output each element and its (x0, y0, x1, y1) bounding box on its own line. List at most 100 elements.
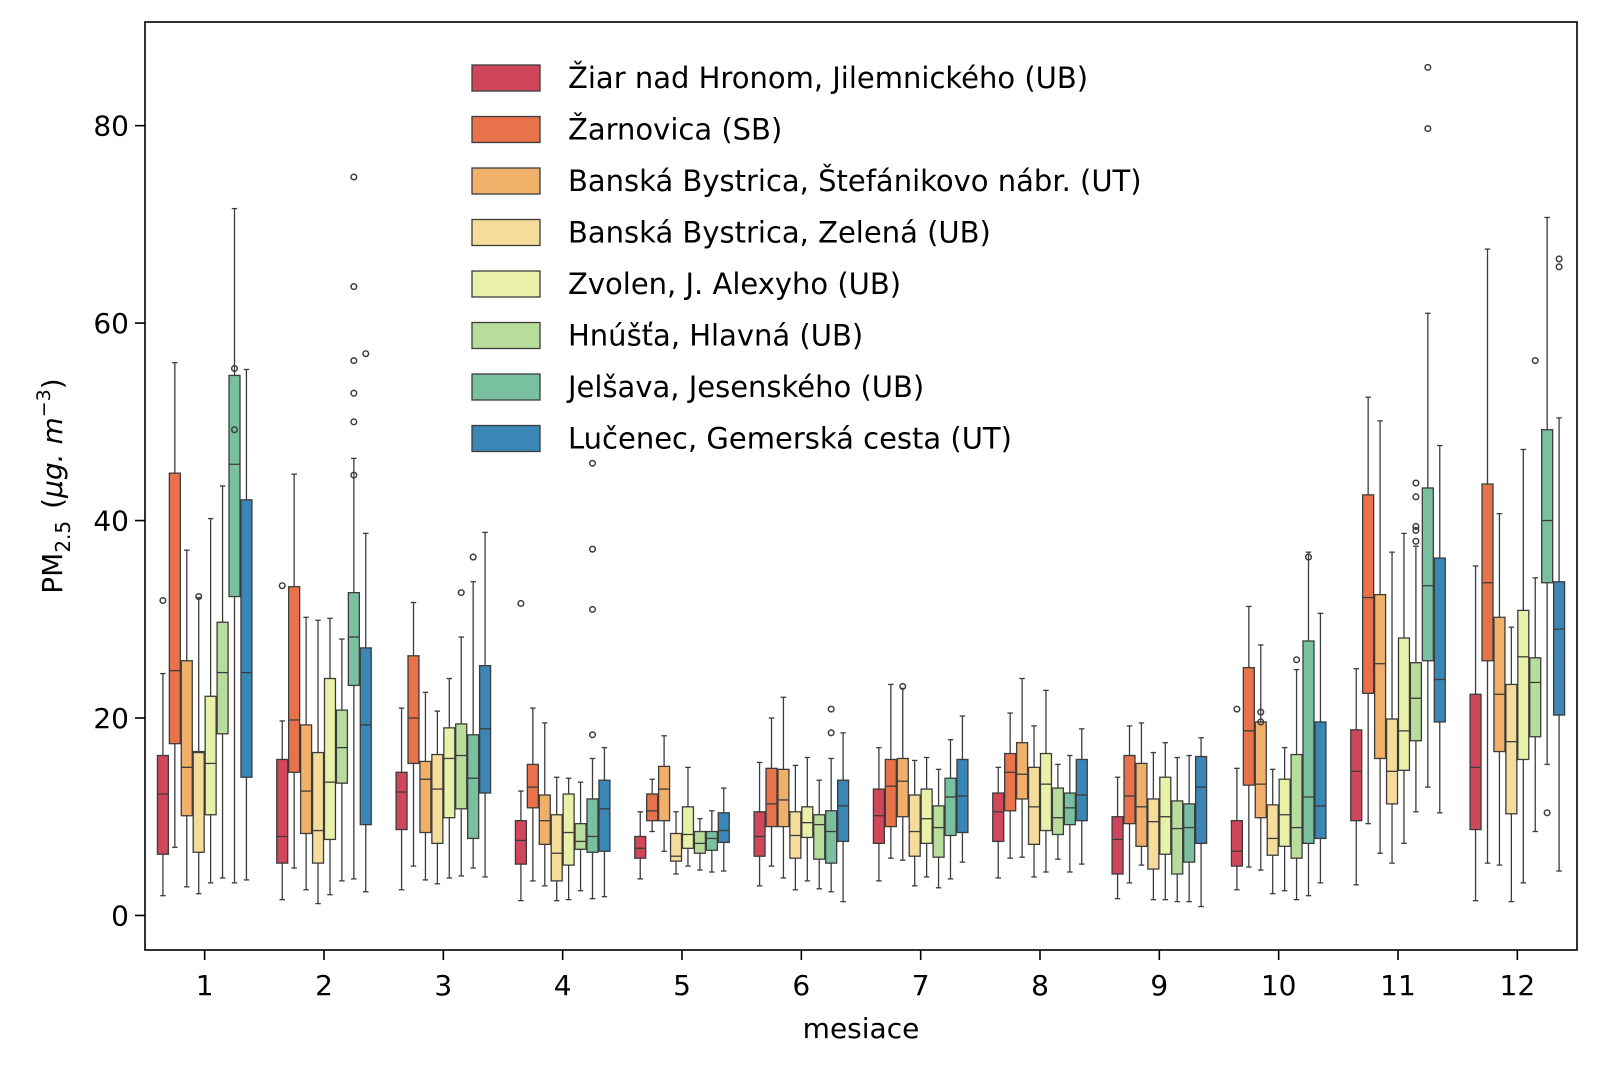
box-iqr (1350, 729, 1363, 822)
y-axis: 0 20 40 60 80 (93, 110, 145, 932)
box-iqr (1230, 820, 1244, 867)
box-iqr (335, 709, 349, 784)
outlier-point (195, 593, 203, 601)
box-month-8-series-8 (1075, 728, 1088, 865)
x-tick-label-4: 4 (554, 969, 572, 1002)
outlier-point (469, 553, 477, 561)
outlier-point (1257, 718, 1265, 726)
box-month-8-series-2 (1004, 712, 1017, 859)
box-month-10-series-7 (1302, 551, 1315, 897)
y-tick-label-80: 80 (93, 110, 129, 143)
box-iqr (884, 758, 897, 828)
box-month-6-series-1 (753, 761, 766, 887)
box-iqr (1063, 792, 1076, 826)
box-month-2-series-4 (311, 619, 325, 905)
box-month-4-series-1 (514, 599, 528, 902)
box-iqr (1278, 778, 1291, 847)
box-iqr (1385, 718, 1399, 805)
legend-swatch (471, 424, 541, 453)
outlier-point (350, 418, 358, 426)
box-iqr (813, 814, 826, 860)
box-iqr (944, 777, 957, 837)
box-month-2-series-7 (347, 173, 360, 880)
box-month-1-series-6 (216, 485, 229, 879)
outlier-point (588, 731, 597, 739)
box-iqr (216, 621, 229, 735)
box-iqr (1039, 752, 1053, 832)
box-month-2-series-6 (335, 638, 349, 882)
legend-label: Žiar nad Hronom, Jilemnického (UB) (568, 61, 1088, 95)
box-iqr (1541, 429, 1554, 584)
box-month-11-series-2 (1362, 396, 1375, 825)
box-month-7-series-1 (872, 746, 886, 882)
box-month-5-series-7 (705, 810, 718, 873)
box-iqr (1552, 581, 1566, 716)
box-iqr (1362, 494, 1375, 694)
boxes-layer (156, 63, 1566, 908)
y-label-dot: . (36, 445, 69, 463)
outlier-point (827, 729, 835, 737)
box-month-12-series-4 (1505, 626, 1518, 903)
box-iqr (1266, 804, 1279, 856)
box-iqr (526, 763, 539, 809)
box-month-5-series-8 (717, 787, 730, 872)
box-iqr (180, 660, 193, 817)
x-tick-label-7: 7 (912, 969, 930, 1002)
box-iqr (1123, 754, 1136, 825)
outlier-point (588, 545, 597, 553)
box-iqr (598, 779, 611, 852)
box-iqr (634, 835, 647, 859)
box-month-6-series-5 (801, 756, 814, 882)
x-tick-label-2: 2 (315, 969, 333, 1002)
box-month-8-series-5 (1039, 689, 1053, 873)
x-tick-label-10: 10 (1261, 969, 1297, 1002)
box-month-11-series-6 (1409, 479, 1423, 813)
x-tick-label-11: 11 (1380, 969, 1416, 1002)
box-month-5-series-2 (646, 778, 659, 833)
box-month-4-series-5 (562, 777, 575, 901)
box-month-10-series-8 (1314, 612, 1327, 884)
box-iqr (228, 374, 241, 598)
box-month-4-series-8 (598, 746, 611, 898)
box-month-8-series-4 (1027, 725, 1041, 878)
box-iqr (192, 750, 205, 853)
box-month-4-series-2 (526, 707, 539, 882)
box-iqr (323, 677, 337, 841)
y-tick-label-20: 20 (93, 702, 129, 735)
box-month-3-series-7 (467, 553, 480, 869)
box-month-11-series-8 (1433, 444, 1446, 814)
box-iqr (1517, 609, 1530, 761)
box-month-12-series-3 (1493, 512, 1506, 866)
x-tick-label-12: 12 (1500, 969, 1536, 1002)
box-month-6-series-3 (777, 696, 790, 879)
box-month-3-series-8 (478, 531, 492, 878)
outlier-point (278, 582, 286, 590)
outlier-point (350, 173, 358, 181)
x-tick-label-5: 5 (673, 969, 691, 1002)
box-iqr (299, 724, 313, 835)
y-tick-label-40: 40 (93, 505, 129, 538)
box-iqr (311, 751, 325, 864)
box-iqr (765, 767, 778, 828)
box-iqr (1183, 803, 1196, 863)
box-month-1-series-7 (228, 207, 241, 884)
legend-item-1: Žiar nad Hronom, Jilemnického (UB) (471, 61, 1088, 95)
box-iqr (1433, 557, 1446, 723)
box-month-11-series-3 (1373, 420, 1387, 854)
box-iqr (1481, 483, 1494, 662)
box-month-10-series-4 (1266, 768, 1279, 895)
box-iqr (717, 812, 730, 844)
box-month-12-series-1 (1469, 565, 1482, 902)
box-month-3-series-2 (407, 601, 420, 867)
box-iqr (359, 647, 372, 826)
outlier-point (362, 350, 370, 358)
legend-label: Lučenec, Gemerská cesta (UT) (568, 422, 1012, 456)
outlier-point (1257, 708, 1265, 716)
box-month-4-series-6 (574, 781, 587, 892)
outlier-point (1543, 809, 1551, 817)
box-iqr (825, 810, 838, 864)
outlier-point (1233, 705, 1241, 713)
y-label-open: ( (36, 498, 69, 509)
outlier-point (1412, 522, 1420, 531)
